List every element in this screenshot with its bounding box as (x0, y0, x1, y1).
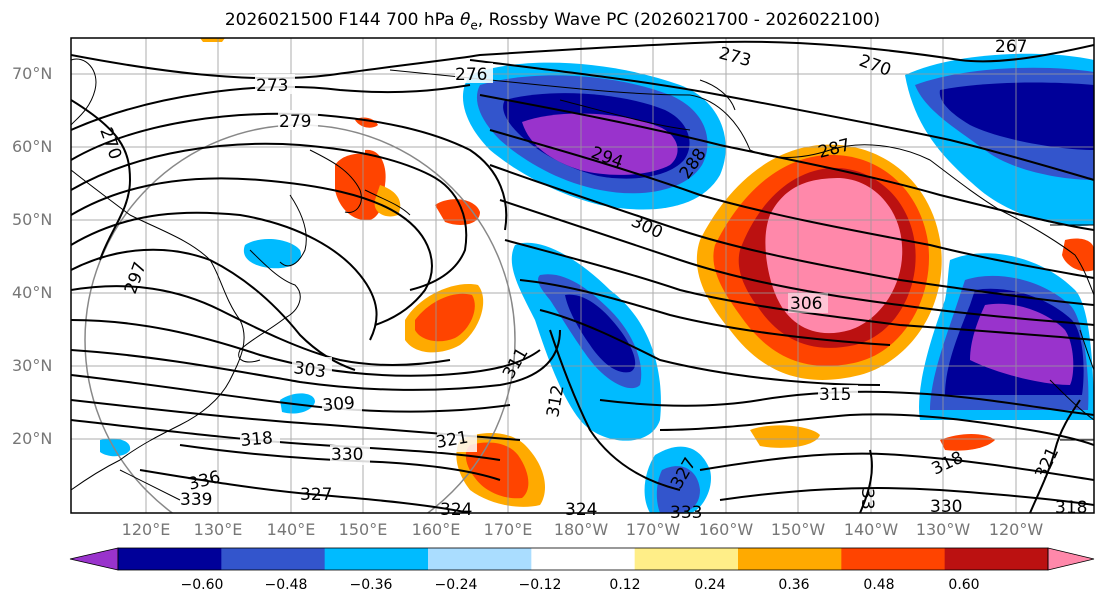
colorbar-tick: −0.24 (434, 577, 478, 593)
contour-label: 303 (292, 358, 327, 382)
colorbar-bin (738, 548, 842, 570)
colorbar-bin (634, 548, 739, 570)
colorbar-frame (117, 547, 1049, 571)
lon-label-120e: 120°E (121, 520, 171, 539)
plot-frame (70, 37, 1095, 514)
plot-area (71, 38, 1094, 513)
negative-anomaly-north-pacific (462, 62, 726, 210)
colorbar-bin (531, 548, 636, 570)
contour-label: 327 (300, 485, 332, 505)
contour-label: 324 (565, 500, 597, 520)
lon-label-170e: 170°E (483, 520, 533, 539)
colorbar-tick: −0.60 (180, 577, 224, 593)
lon-label-150e: 150°E (338, 520, 388, 539)
lon-label-160e: 160°E (411, 520, 461, 539)
colorbar-tick: 0.12 (609, 577, 641, 593)
contour-label: 330 (331, 445, 363, 465)
contour-label: 315 (819, 385, 851, 405)
lon-label-160w: 160°W (698, 520, 754, 539)
contour-label: 279 (279, 112, 311, 132)
contour-label: 306 (790, 294, 822, 314)
contour-label: 318 (240, 428, 274, 451)
colorbar-extend-low (69, 547, 119, 571)
lon-label-130e: 130°E (193, 520, 243, 539)
colorbar (69, 547, 1095, 571)
figure-title: 2026021500 F144 700 hPa θe, Rossby Wave … (224, 10, 881, 33)
colorbar-tick: −0.12 (518, 577, 562, 593)
colorbar-bin (841, 548, 946, 570)
lon-label-180w: 180°W (553, 520, 609, 539)
lon-label-130w: 130°W (915, 520, 971, 539)
colorbar-tick: −0.48 (264, 577, 308, 593)
lat-label-70n: 70°N (12, 64, 53, 83)
lon-label-150w: 150°W (770, 520, 826, 539)
lat-label-60n: 60°N (12, 137, 53, 156)
lon-label-170w: 170°W (625, 520, 681, 539)
lon-label-120w: 120°W (988, 520, 1044, 539)
contour-label: 318 (1055, 498, 1087, 518)
contour-label: 267 (995, 37, 1027, 57)
contour-label: 339 (180, 490, 212, 510)
colorbar-tick: 0.36 (778, 577, 810, 593)
negative-anomaly-central-pacific (511, 242, 661, 441)
colorbar-bin (118, 548, 222, 570)
colorbar-tick: 0.48 (863, 577, 895, 593)
lat-label-30n: 30°N (12, 356, 53, 375)
colorbar-bin (221, 548, 326, 570)
colorbar-bin (944, 548, 1049, 570)
lon-label-140e: 140°E (266, 520, 316, 539)
positive-anomaly-small (200, 38, 1094, 507)
colorbar-tick: 0.24 (694, 577, 726, 593)
colorbar-bin (428, 548, 532, 570)
contour-label: 276 (455, 65, 487, 85)
colorbar-extend-high (1047, 547, 1095, 571)
lat-label-50n: 50°N (12, 210, 53, 229)
lat-label-40n: 40°N (12, 283, 53, 302)
colorbar-tick: −0.36 (349, 577, 393, 593)
colorbar-bin (324, 548, 429, 570)
contour-label: 324 (440, 500, 472, 520)
contour-label: 273 (256, 76, 288, 96)
colorbar-tick: 0.60 (948, 577, 980, 593)
contour-label: 330 (930, 497, 962, 517)
contour-label: 309 (322, 393, 356, 416)
negative-anomaly-alaska (905, 53, 1094, 226)
contour-label: 33 (857, 488, 877, 510)
contour-label: 333 (670, 503, 702, 523)
positive-anomaly-northeast-pacific (696, 144, 942, 380)
lat-label-20n: 20°N (12, 429, 53, 448)
lon-label-140w: 140°W (843, 520, 899, 539)
